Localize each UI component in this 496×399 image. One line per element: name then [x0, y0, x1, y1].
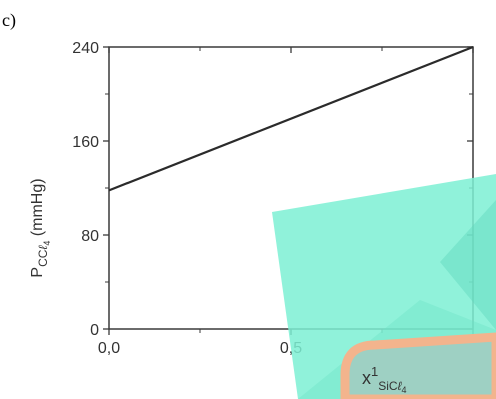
y-tick-label: 240 [72, 40, 99, 57]
x-axis-title-sub2: 4 [401, 385, 406, 395]
y-axis-title-ell: ℓ [36, 245, 50, 250]
y-axis-title-sub1: CC [36, 249, 50, 267]
x-axis-title-sub1: SiC [378, 379, 398, 393]
y-axis-title-main: P [29, 267, 46, 278]
y-tick-label: 0 [90, 322, 99, 339]
y-axis-title-sub2: 4 [42, 241, 52, 246]
x-axis-title-sup: 1 [371, 364, 378, 379]
y-axis-title: PCCℓ4 (mmHg) [29, 178, 52, 277]
panel-label: c) [2, 10, 16, 31]
x-axis-title-ell: ℓ [398, 379, 403, 393]
x-axis-title-badge [340, 332, 496, 399]
x-tick-label: 0,0 [98, 340, 120, 357]
y-tick-label: 160 [72, 134, 99, 151]
y-tick-labels: 0 80 160 240 [72, 40, 99, 339]
y-axis-title-unit: (mmHg) [29, 178, 46, 240]
series-line [108, 45, 474, 192]
y-tick-label: 80 [81, 228, 99, 245]
x-axis-title: x1SiCℓ4 [362, 364, 406, 395]
series [108, 45, 474, 192]
x-axis-title-main: x [362, 368, 371, 388]
